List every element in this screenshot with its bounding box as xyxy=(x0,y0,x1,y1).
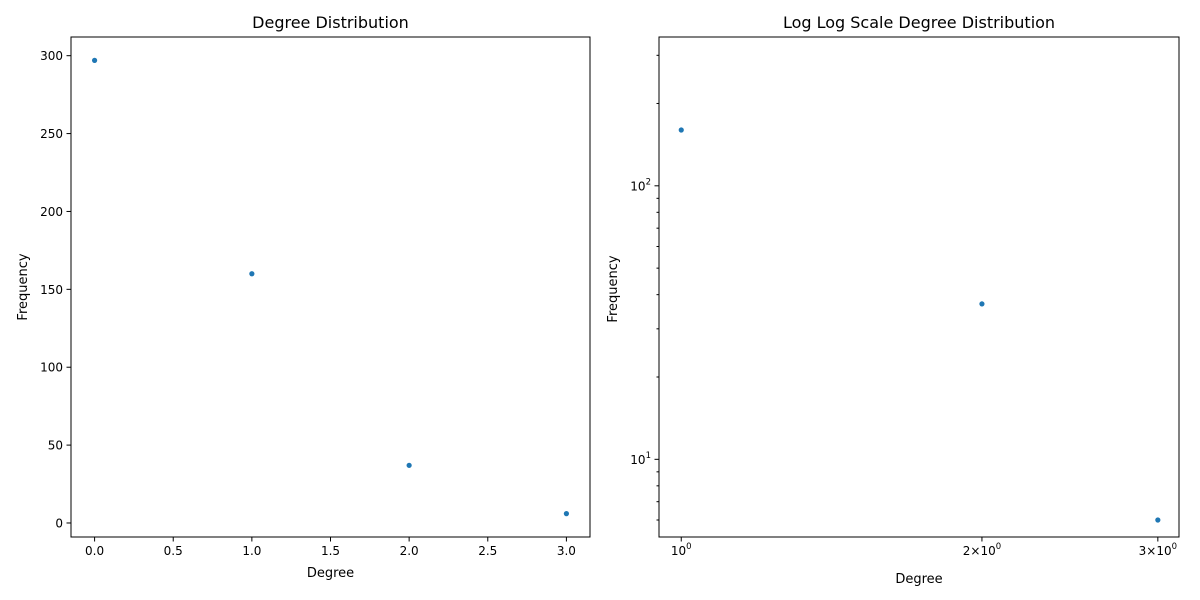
x-tick-label: 2.0 xyxy=(400,544,419,558)
x-tick-label: 3.0 xyxy=(557,544,576,558)
y-tick-label: 101 xyxy=(630,451,651,467)
data-point xyxy=(249,271,255,277)
data-point xyxy=(406,462,412,468)
x-axis-label: Degree xyxy=(895,572,942,587)
y-tick-label: 100 xyxy=(40,361,63,375)
data-point xyxy=(563,511,570,517)
data-points xyxy=(678,127,1161,523)
chart-log-log-degree-distribution: Log Log Scale Degree Distribution 100 2×1… xyxy=(606,13,1180,587)
x-tick-label: 1.0 xyxy=(242,544,261,558)
x-tick-label: 0.5 xyxy=(164,544,183,558)
x-tick-label: 100 xyxy=(671,542,692,558)
y-tick-label: 50 xyxy=(48,439,63,453)
chart-title: Log Log Scale Degree Distribution xyxy=(783,13,1055,32)
y-ticks: 0 50 100 150 200 250 300 xyxy=(40,49,71,530)
x-tick-label: 2.5 xyxy=(478,544,497,558)
x-ticks: 100 2×100 3×100 xyxy=(671,537,1177,558)
y-tick-label: 250 xyxy=(40,127,63,141)
y-tick-label: 300 xyxy=(40,49,63,63)
data-point xyxy=(979,301,985,307)
data-points xyxy=(91,57,570,517)
y-tick-label: 150 xyxy=(40,283,63,297)
x-tick-label: 0.0 xyxy=(85,544,104,558)
axes-frame xyxy=(658,36,1180,538)
y-axis-label: Frequency xyxy=(606,255,621,322)
data-point xyxy=(1155,517,1161,523)
y-ticks: 101 102 xyxy=(630,54,659,521)
y-tick-label: 0 xyxy=(55,516,63,530)
x-tick-label: 2×100 xyxy=(963,542,1001,558)
chart-title: Degree Distribution xyxy=(252,13,409,32)
x-axis-label: Degree xyxy=(307,566,354,581)
data-point xyxy=(678,127,684,133)
y-axis-label: Frequency xyxy=(16,253,31,320)
data-point xyxy=(91,57,98,63)
y-tick-label: 102 xyxy=(630,177,651,193)
x-tick-label: 1.5 xyxy=(321,544,340,558)
x-tick-label: 3×100 xyxy=(1139,542,1177,558)
chart-degree-distribution: Degree Distribution 0.0 0.5 1.0 1.5 2.0 2.5 3.… xyxy=(16,13,591,581)
x-ticks: 0.0 0.5 1.0 1.5 2.0 2.5 3.0 xyxy=(85,537,576,558)
y-tick-label: 200 xyxy=(40,205,63,219)
